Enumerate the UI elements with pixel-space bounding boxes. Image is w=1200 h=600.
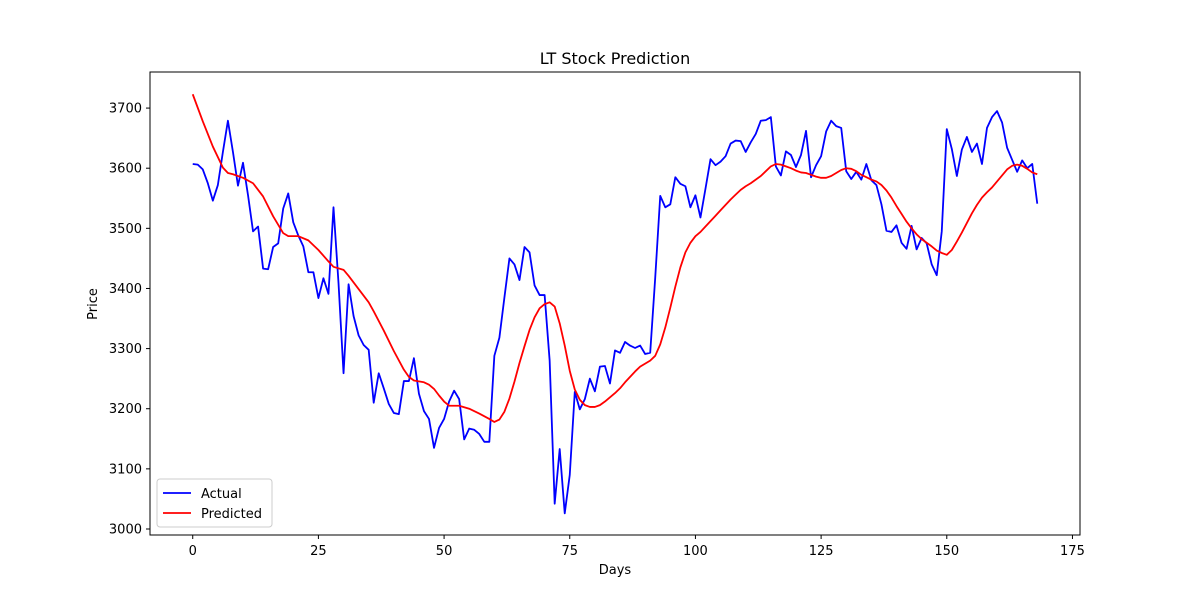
x-tick-label: 125: [809, 544, 834, 559]
legend-box: [156, 478, 273, 528]
y-tick-label: 3300: [109, 342, 142, 357]
y-axis-label: Price: [86, 288, 101, 320]
y-tick-label: 3600: [109, 162, 142, 177]
y-tick-label: 3400: [109, 282, 142, 297]
y-tick-label: 3500: [109, 222, 142, 237]
series-layer: [191, 93, 1039, 515]
y-tick-label: 3100: [109, 462, 142, 477]
x-tick-label: 75: [561, 544, 578, 559]
x-tick-label: 175: [1060, 544, 1085, 559]
chart-title: LT Stock Prediction: [540, 49, 690, 68]
y-tick-label: 3700: [109, 102, 142, 117]
plot-frame: [149, 71, 1081, 536]
series-line-actual: [192, 110, 1039, 515]
legend-label-predicted: Predicted: [201, 507, 262, 522]
x-tick-label: 25: [310, 544, 327, 559]
x-tick-label: 100: [683, 544, 708, 559]
x-tick-label: 50: [436, 544, 453, 559]
x-axis-label: Days: [599, 563, 632, 578]
x-tick-label: 0: [189, 544, 197, 559]
legend: Actual Predicted: [156, 478, 273, 528]
series-line-predicted: [191, 93, 1038, 423]
legend-label-actual: Actual: [201, 487, 242, 502]
x-axis: 0 25 50 75 100 125 150 175: [189, 535, 1085, 559]
y-tick-label: 3200: [109, 402, 142, 417]
y-tick-label: 3000: [109, 522, 142, 537]
x-tick-label: 150: [934, 544, 959, 559]
y-axis: 3000 3100 3200 3300 3400 3500 3600 3700: [109, 102, 150, 537]
